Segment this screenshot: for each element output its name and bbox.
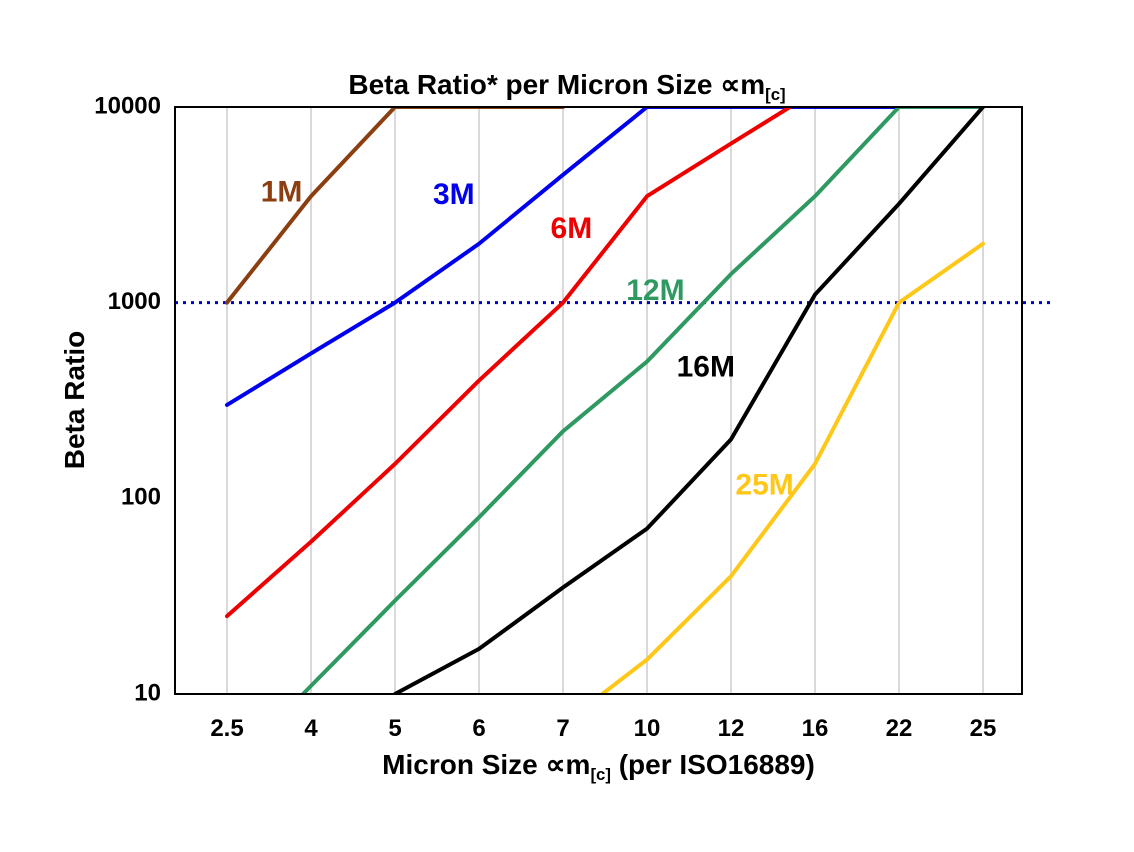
- series-line-12M: [300, 107, 985, 694]
- chart-title: Beta Ratio* per Micron Size ∝m[c]: [0, 68, 1134, 104]
- x-axis-label-text: Micron Size ∝m: [382, 749, 591, 780]
- chart-title-subscript: [c]: [765, 84, 786, 104]
- series-label-16M: 16M: [677, 351, 735, 384]
- series-line-6M: [225, 107, 794, 619]
- x-axis-label: Micron Size ∝m[c] (per ISO16889): [175, 748, 1022, 784]
- series-line-25M: [599, 241, 985, 694]
- x-tick-label: 22: [886, 715, 913, 742]
- chart-title-text: Beta Ratio* per Micron Size ∝m: [348, 69, 766, 100]
- plot-frame: [174, 106, 1023, 695]
- x-tick-label: 12: [718, 715, 745, 742]
- x-tick-label: 16: [802, 715, 829, 742]
- series-label-1M: 1M: [261, 176, 303, 209]
- series-label-6M: 6M: [551, 212, 593, 245]
- series-line-1M: [225, 107, 565, 305]
- y-tick-label: 1000: [108, 288, 161, 315]
- series-label-12M: 12M: [626, 274, 684, 307]
- x-axis-label-subscript: [c]: [590, 764, 611, 784]
- series-label-3M: 3M: [433, 178, 475, 211]
- x-axis-label-suffix: (per ISO16889): [610, 749, 815, 780]
- y-tick-label: 10000: [94, 92, 161, 119]
- x-tick-label: 7: [556, 715, 569, 742]
- x-tick-label: 6: [472, 715, 485, 742]
- x-tick-label: 10: [634, 715, 661, 742]
- x-tick-label: 2.5: [210, 715, 243, 742]
- y-tick-label: 100: [121, 484, 161, 511]
- y-axis-label: Beta Ratio: [59, 330, 90, 470]
- series-line-3M: [225, 107, 901, 407]
- x-tick-label: 25: [970, 715, 997, 742]
- x-tick-label: 4: [304, 715, 318, 742]
- x-tick-label: 5: [388, 715, 401, 742]
- series-line-16M: [393, 107, 985, 694]
- y-tick-label: 10: [134, 679, 161, 706]
- series-label-25M: 25M: [735, 468, 793, 501]
